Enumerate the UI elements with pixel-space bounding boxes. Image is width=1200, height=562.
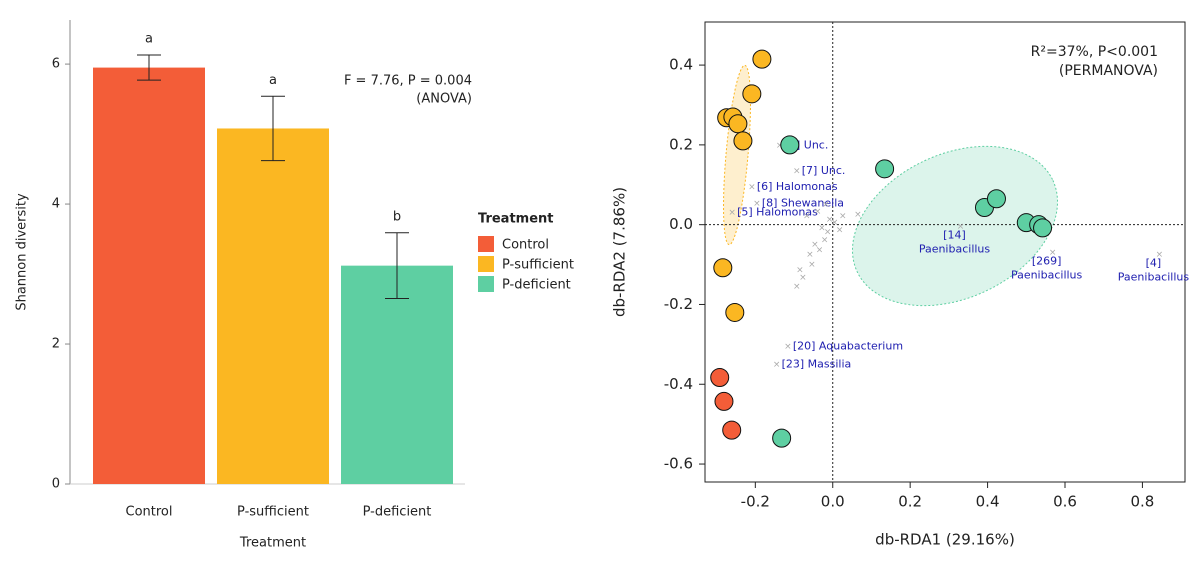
x-tick-label: 0.0 xyxy=(821,493,845,511)
species-marker: × xyxy=(816,245,824,255)
x-axis-label: db-RDA1 (29.16%) xyxy=(875,531,1015,549)
y-axis-label: db-RDA2 (7.86%) xyxy=(611,187,629,317)
species-marker: × xyxy=(854,210,862,220)
species-marker: × xyxy=(822,200,830,210)
sample-point xyxy=(780,135,800,155)
species-label: [20] Aquabacterium xyxy=(793,339,903,352)
significance-letter: a xyxy=(145,31,153,46)
annotation: (ANOVA) xyxy=(416,92,472,107)
x-tick-label: 0.8 xyxy=(1130,493,1154,511)
legend-label: P-deficient xyxy=(502,278,571,293)
legend-label: Control xyxy=(502,238,549,253)
species-marker: × xyxy=(1156,250,1164,260)
bar xyxy=(93,67,205,484)
species-marker: × xyxy=(808,260,816,270)
y-tick-label: -0.4 xyxy=(664,375,693,393)
confidence-ellipse xyxy=(851,145,1059,307)
species-marker: × xyxy=(753,199,761,209)
sample-point xyxy=(1033,218,1053,238)
annotation: (PERMANOVA) xyxy=(1059,63,1158,79)
species-marker: × xyxy=(728,208,736,218)
sample-point xyxy=(713,258,733,278)
species-marker: × xyxy=(831,218,839,228)
y-tick-label: 0 xyxy=(52,477,60,492)
species-marker: × xyxy=(814,207,822,217)
species-marker: × xyxy=(806,250,814,260)
species-marker: × xyxy=(818,223,826,233)
sample-point xyxy=(875,159,895,179)
species-marker: × xyxy=(793,282,801,292)
legend-label: P-sufficient xyxy=(502,258,574,273)
species-marker: × xyxy=(784,342,792,352)
x-tick-label: 0.4 xyxy=(976,493,1000,511)
y-tick-label: -0.6 xyxy=(664,455,693,473)
species-marker: × xyxy=(793,166,801,176)
species-label: [5] Halomonas xyxy=(737,206,818,219)
x-axis-label: Treatment xyxy=(239,536,306,551)
species-marker: × xyxy=(1049,248,1057,258)
species-marker: × xyxy=(803,211,811,221)
species-marker: × xyxy=(796,265,804,275)
sample-point xyxy=(725,302,745,322)
species-marker: × xyxy=(773,360,781,370)
sample-point xyxy=(728,114,748,134)
y-tick-label: -0.2 xyxy=(664,295,693,313)
species-marker: × xyxy=(839,211,847,221)
species-marker: × xyxy=(821,235,829,245)
annotation: F = 7.76, P = 0.004 xyxy=(344,74,472,89)
species-label: Paenibacillus xyxy=(919,243,991,256)
legend-title: Treatment xyxy=(478,212,554,227)
legend-swatch xyxy=(478,276,494,292)
species-marker: × xyxy=(776,141,784,151)
annotation: R²=37%, P<0.001 xyxy=(1031,44,1158,60)
x-tick-label: P-deficient xyxy=(363,505,432,520)
species-label: [269] xyxy=(1032,255,1062,268)
species-marker: × xyxy=(957,222,965,232)
sample-point xyxy=(986,189,1006,209)
y-tick-label: 6 xyxy=(52,57,60,72)
sample-point xyxy=(752,49,772,69)
sample-point xyxy=(733,131,753,151)
bar xyxy=(341,265,453,484)
x-tick-label: Control xyxy=(126,505,173,520)
species-label: [4] xyxy=(1146,257,1162,270)
species-marker: × xyxy=(799,273,807,283)
sample-point xyxy=(710,367,730,387)
bar xyxy=(217,128,329,484)
species-label: [6] Halomonas xyxy=(757,180,838,193)
y-tick-label: 0.4 xyxy=(669,56,693,74)
y-axis-label: Shannon diversity xyxy=(15,193,30,311)
sample-point xyxy=(722,420,742,440)
species-label: [14] xyxy=(943,229,966,242)
y-tick-label: 2 xyxy=(52,337,60,352)
species-marker: × xyxy=(836,225,844,235)
legend-swatch xyxy=(478,236,494,252)
significance-letter: b xyxy=(393,209,401,224)
confidence-ellipse xyxy=(723,64,751,246)
species-marker: × xyxy=(826,215,834,225)
y-tick-label: 0.0 xyxy=(669,215,693,233)
x-tick-label: -0.2 xyxy=(741,493,770,511)
x-tick-label: 0.6 xyxy=(1053,493,1077,511)
sample-point xyxy=(742,84,762,104)
x-tick-label: P-sufficient xyxy=(237,505,309,520)
y-tick-label: 0.2 xyxy=(669,135,693,153)
species-marker: × xyxy=(824,227,832,237)
species-label: Paenibacillus xyxy=(1118,271,1190,284)
x-tick-label: 0.2 xyxy=(898,493,922,511)
species-label: Paenibacillus xyxy=(1011,269,1083,282)
species-marker: × xyxy=(811,240,819,250)
significance-letter: a xyxy=(269,73,277,88)
sample-point xyxy=(714,391,734,411)
species-marker: × xyxy=(748,182,756,192)
species-label: [8] Shewanella xyxy=(762,197,844,210)
sample-point xyxy=(772,428,792,448)
legend-swatch xyxy=(478,256,494,272)
y-tick-label: 4 xyxy=(52,197,60,212)
species-label: [23] Massilia xyxy=(782,357,852,370)
plot-frame xyxy=(704,21,1186,483)
species-label: [7] Unc. xyxy=(802,164,846,177)
